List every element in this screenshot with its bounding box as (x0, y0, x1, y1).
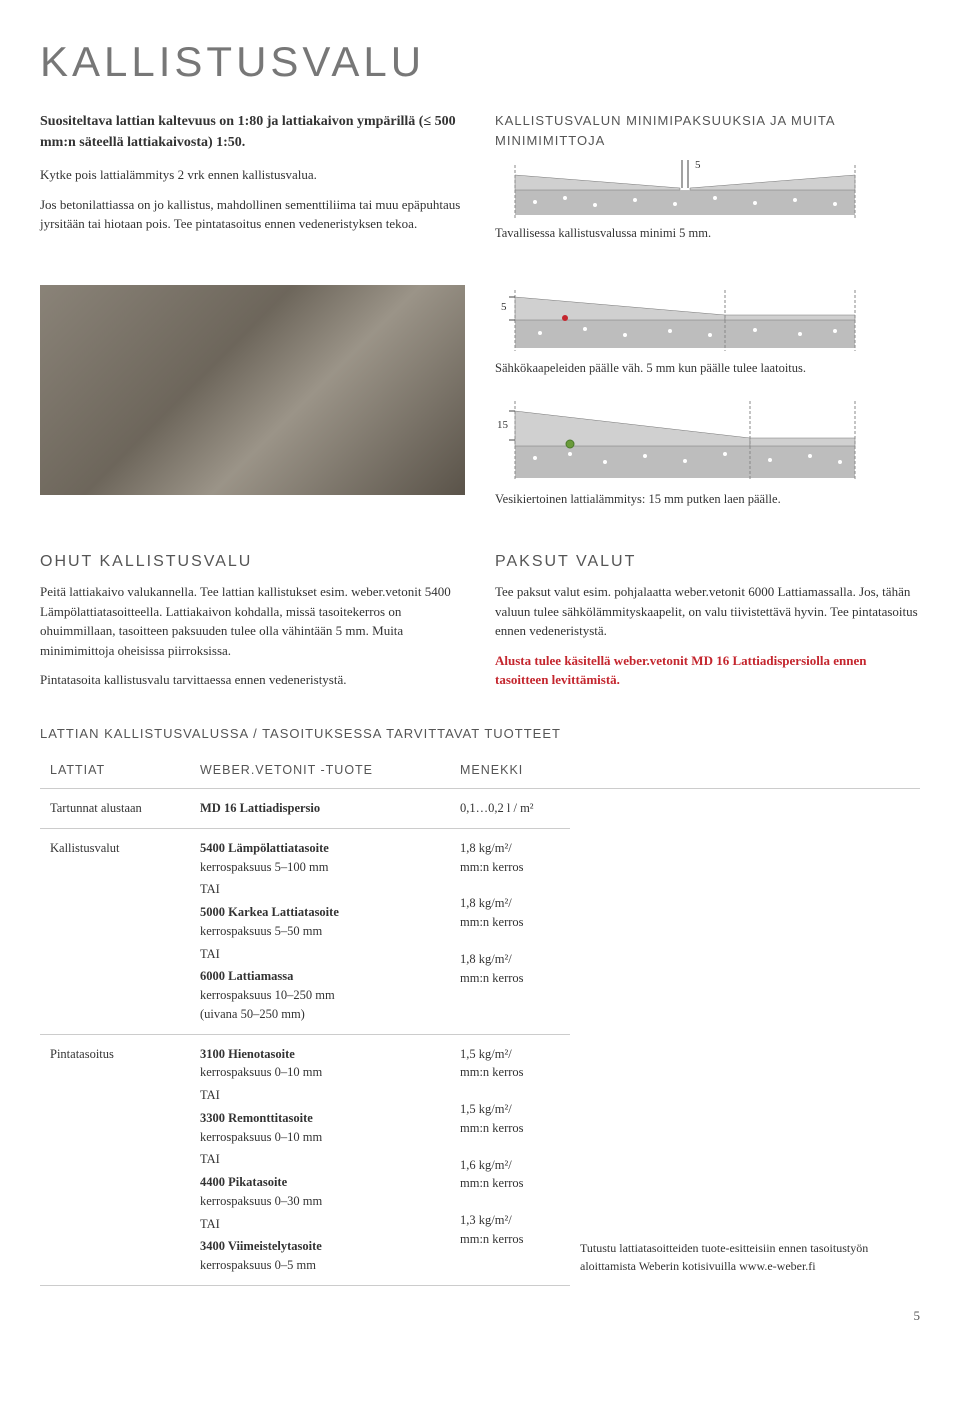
row-label: Pintatasoitus (40, 1034, 190, 1285)
sections-row: OHUT KALLISTUSVALU Peitä lattiakaivo val… (40, 550, 920, 700)
consumption-line: 1,5 kg/m²/ (460, 1100, 560, 1119)
table-heading: LATTIAN KALLISTUSVALUSSA / TASOITUKSESSA… (40, 724, 920, 744)
intro-right: KALLISTUSVALUN MINIMIPAKSUUKSIA JA MUITA… (495, 111, 920, 261)
row-products: 5400 Lämpölattiatasoitekerrospaksuus 5–1… (190, 828, 450, 1034)
intro-bold: Suositeltava lattian kaltevuus on 1:80 j… (40, 111, 465, 153)
diagram-3-label: 15 (497, 419, 509, 431)
diagram-2-svg: 5 (495, 285, 875, 355)
diagram-row-2: 5 Sähkökaapeleiden päälle väh. 5 mm kun … (40, 285, 920, 527)
page-title: KALLISTUSVALU (40, 30, 920, 93)
consumption-line: mm:n kerros (460, 858, 560, 877)
intro-p1: Kytke pois lattialämmitys 2 vrk ennen ka… (40, 165, 465, 185)
intro-row: Suositeltava lattian kaltevuus on 1:80 j… (40, 111, 920, 261)
concrete-photo (40, 285, 465, 495)
product-detail: kerrospaksuus 10–250 mm (200, 986, 440, 1005)
diagram-1-label: 5 (695, 160, 701, 171)
product-detail: kerrospaksuus 5–100 mm (200, 858, 440, 877)
tai-separator: TAI (200, 1086, 440, 1105)
product-name: 3300 Remonttitasoite (200, 1109, 440, 1128)
table-row: Pintatasoitus3100 Hienotasoitekerrospaks… (40, 1034, 920, 1285)
product-detail: kerrospaksuus 5–50 mm (200, 922, 440, 941)
ohut-section: OHUT KALLISTUSVALU Peitä lattiakaivo val… (40, 550, 465, 700)
product-detail: (uivana 50–250 mm) (200, 1005, 440, 1024)
product-name: 6000 Lattiamassa (200, 967, 440, 986)
consumption-line: mm:n kerros (460, 1119, 560, 1138)
th-tuote: WEBER.VETONIT -TUOTE (190, 753, 450, 788)
th-menekki: MENEKKI (450, 753, 570, 788)
photo-col (40, 285, 465, 527)
intro-p2: Jos betonilattiassa on jo kallistus, mah… (40, 195, 465, 234)
diagram-2-caption: Sähkökaapeleiden päälle väh. 5 mm kun pä… (495, 359, 920, 378)
row-note (570, 789, 920, 829)
product-table: LATTIAT WEBER.VETONIT -TUOTE MENEKKI Tar… (40, 753, 920, 1286)
th-lattiat: LATTIAT (40, 753, 190, 788)
diagram-1-svg: 5 (495, 160, 875, 220)
consumption-line: 1,8 kg/m²/ (460, 894, 560, 913)
row-note (570, 828, 920, 1034)
tai-separator: TAI (200, 945, 440, 964)
row-label: Tartunnat alustaan (40, 789, 190, 829)
consumption-line: 1,6 kg/m²/ (460, 1156, 560, 1175)
tai-separator: TAI (200, 880, 440, 899)
consumption-line: mm:n kerros (460, 1230, 560, 1249)
product-name: 4400 Pikatasoite (200, 1173, 440, 1192)
product-name: 5400 Lämpölattiatasoite (200, 839, 440, 858)
product-detail: kerrospaksuus 0–5 mm (200, 1256, 440, 1275)
diagram-1-caption: Tavallisessa kallistusvalussa minimi 5 m… (495, 224, 920, 243)
table-row: Kallistusvalut5400 Lämpölattiatasoiteker… (40, 828, 920, 1034)
diagram-3: 15 Vesikiertoinen lattialämmitys: 15 mm … (495, 396, 920, 509)
diagram-2-label: 5 (501, 301, 507, 313)
row-note: Tutustu lattiatasoitteiden tuote-esittei… (570, 1034, 920, 1285)
consumption-line: 1,5 kg/m²/ (460, 1045, 560, 1064)
tai-separator: TAI (200, 1150, 440, 1169)
ohut-p2: Pintatasoita kallistusvalu tarvittaessa … (40, 670, 465, 690)
row-label: Kallistusvalut (40, 828, 190, 1034)
ohut-title: OHUT KALLISTUSVALU (40, 550, 465, 574)
product-detail: kerrospaksuus 0–30 mm (200, 1192, 440, 1211)
product-detail: kerrospaksuus 0–10 mm (200, 1128, 440, 1147)
diagram-3-svg: 15 (495, 396, 875, 486)
right-heading: KALLISTUSVALUN MINIMIPAKSUUKSIA JA MUITA… (495, 111, 920, 150)
paksut-p1: Tee paksut valut esim. pohjalaatta weber… (495, 582, 920, 641)
row-products: 3100 Hienotasoitekerrospaksuus 0–10 mmTA… (190, 1034, 450, 1285)
th-empty (570, 753, 920, 788)
consumption-line: 0,1…0,2 l / m² (460, 799, 560, 818)
paksut-section: PAKSUT VALUT Tee paksut valut esim. pohj… (495, 550, 920, 700)
product-detail: kerrospaksuus 0–10 mm (200, 1063, 440, 1082)
consumption-line: mm:n kerros (460, 1063, 560, 1082)
ohut-p1: Peitä lattiakaivo valukannella. Tee latt… (40, 582, 465, 660)
diagram-col-2: 5 Sähkökaapeleiden päälle väh. 5 mm kun … (495, 285, 920, 527)
intro-left: Suositeltava lattian kaltevuus on 1:80 j… (40, 111, 465, 261)
row-consumption: 1,5 kg/m²/mm:n kerros1,5 kg/m²/mm:n kerr… (450, 1034, 570, 1285)
row-consumption: 0,1…0,2 l / m² (450, 789, 570, 829)
diagram-1: 5 Tavallisessa kallistusvalussa minimi 5… (495, 160, 920, 243)
row-products: MD 16 Lattiadispersio (190, 789, 450, 829)
consumption-line: 1,3 kg/m²/ (460, 1211, 560, 1230)
paksut-p2: Alusta tulee käsitellä weber.vetonit MD … (495, 651, 920, 690)
consumption-line: mm:n kerros (460, 969, 560, 988)
row-consumption: 1,8 kg/m²/mm:n kerros1,8 kg/m²/mm:n kerr… (450, 828, 570, 1034)
product-name: 3100 Hienotasoite (200, 1045, 440, 1064)
diagram-2: 5 Sähkökaapeleiden päälle väh. 5 mm kun … (495, 285, 920, 378)
paksut-title: PAKSUT VALUT (495, 550, 920, 574)
product-name: 3400 Viimeistelytasoite (200, 1237, 440, 1256)
tai-separator: TAI (200, 1215, 440, 1234)
consumption-line: mm:n kerros (460, 913, 560, 932)
consumption-line: 1,8 kg/m²/ (460, 839, 560, 858)
diagram-3-caption: Vesikiertoinen lattialämmitys: 15 mm put… (495, 490, 920, 509)
product-name: MD 16 Lattiadispersio (200, 799, 440, 818)
product-name: 5000 Karkea Lattiatasoite (200, 903, 440, 922)
consumption-line: mm:n kerros (460, 1174, 560, 1193)
consumption-line: 1,8 kg/m²/ (460, 950, 560, 969)
table-row: Tartunnat alustaan MD 16 Lattiadispersio 0… (40, 789, 920, 829)
page-number: 5 (40, 1306, 920, 1326)
